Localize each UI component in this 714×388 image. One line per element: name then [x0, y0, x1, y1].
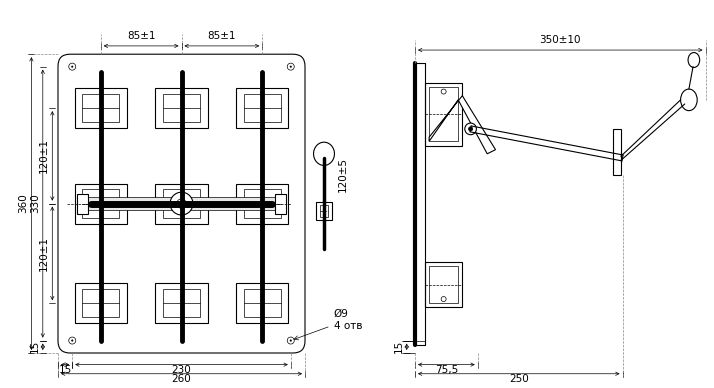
Bar — [243, 189, 281, 218]
Text: 120±1: 120±1 — [39, 139, 49, 173]
Text: 230: 230 — [171, 365, 191, 375]
Bar — [236, 88, 288, 128]
Circle shape — [69, 337, 76, 344]
Bar — [163, 289, 200, 317]
Bar — [275, 194, 286, 213]
Text: 350±10: 350±10 — [540, 35, 581, 45]
Text: 120±1: 120±1 — [39, 236, 49, 271]
Text: 15: 15 — [393, 340, 403, 353]
Bar — [75, 184, 127, 223]
FancyBboxPatch shape — [58, 54, 305, 353]
Polygon shape — [429, 96, 496, 154]
Ellipse shape — [688, 52, 700, 68]
Bar — [77, 197, 286, 210]
Bar — [75, 283, 127, 323]
Circle shape — [465, 123, 476, 135]
Bar — [163, 94, 200, 122]
Bar — [425, 262, 462, 307]
Circle shape — [177, 199, 186, 208]
Bar — [236, 184, 288, 223]
Circle shape — [290, 340, 291, 341]
Circle shape — [71, 340, 73, 341]
Circle shape — [441, 89, 446, 94]
Text: 120±5: 120±5 — [338, 157, 348, 192]
Text: 75,5: 75,5 — [435, 365, 458, 375]
Text: 15: 15 — [59, 365, 71, 375]
Text: 85±1: 85±1 — [208, 31, 236, 41]
Bar — [429, 266, 458, 303]
Bar — [425, 83, 462, 146]
Text: 15: 15 — [30, 340, 40, 353]
Circle shape — [290, 66, 291, 68]
Circle shape — [69, 63, 76, 70]
Bar — [316, 202, 331, 220]
Bar — [82, 289, 119, 317]
Bar — [236, 283, 288, 323]
Circle shape — [468, 127, 473, 131]
Bar — [75, 88, 127, 128]
Circle shape — [287, 63, 294, 70]
Circle shape — [71, 66, 73, 68]
Ellipse shape — [680, 89, 697, 111]
Circle shape — [170, 192, 193, 215]
Bar — [429, 87, 458, 141]
Bar — [613, 129, 621, 175]
Text: 250: 250 — [509, 374, 528, 384]
Bar — [243, 289, 281, 317]
Ellipse shape — [313, 142, 334, 165]
Bar — [77, 194, 89, 213]
Bar — [320, 205, 328, 217]
Bar — [82, 94, 119, 122]
Circle shape — [441, 296, 446, 301]
Text: Ø9
4 отв: Ø9 4 отв — [294, 309, 362, 340]
Text: 330: 330 — [30, 194, 40, 213]
Text: 85±1: 85±1 — [127, 31, 156, 41]
Bar — [156, 88, 208, 128]
Bar — [243, 94, 281, 122]
Bar — [156, 184, 208, 223]
Text: 360: 360 — [19, 194, 29, 213]
Bar — [156, 283, 208, 323]
Bar — [82, 189, 119, 218]
Bar — [163, 189, 200, 218]
Text: 260: 260 — [171, 374, 191, 384]
Circle shape — [287, 337, 294, 344]
